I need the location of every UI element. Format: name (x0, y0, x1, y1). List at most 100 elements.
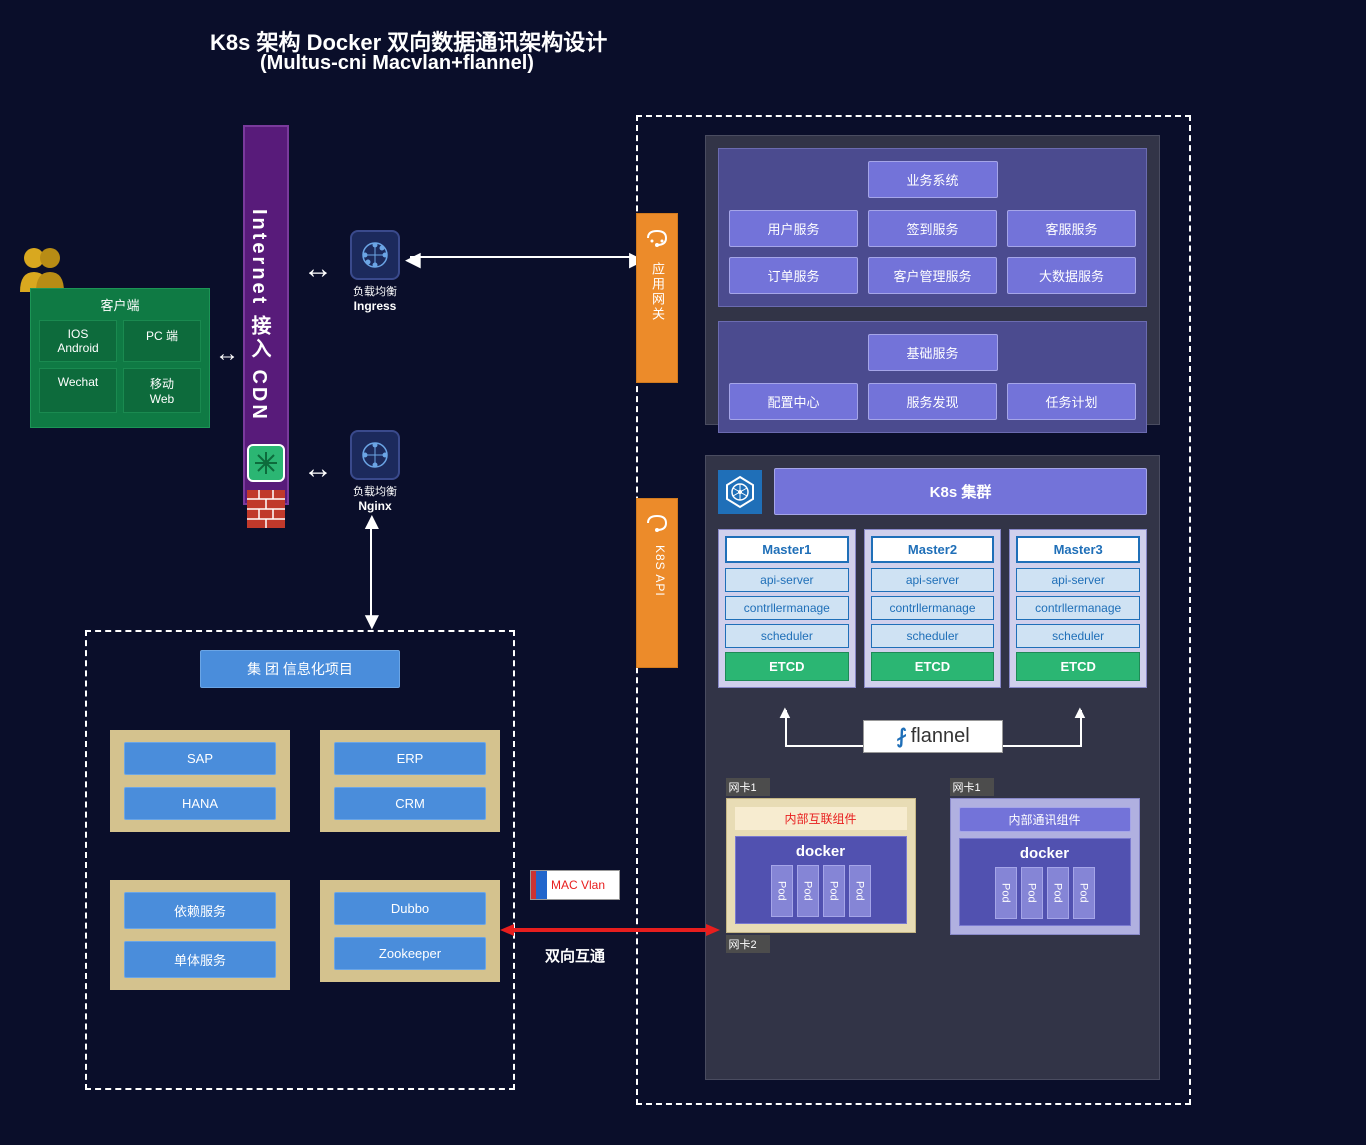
internal-comm: 内部通讯组件 (959, 807, 1131, 832)
pod: Pod (823, 865, 845, 917)
flannel-icon: ⨏ (896, 724, 906, 749)
pod: Pod (1021, 867, 1043, 919)
base-item: 配置中心 (729, 383, 858, 420)
info-col1-top: SAP HANA (110, 730, 290, 832)
pod: Pod (849, 865, 871, 917)
bidirectional-label: 双向互通 (545, 945, 605, 966)
client-item-ios: IOS Android (39, 320, 117, 362)
firewall-icon (247, 490, 285, 528)
client-item-pc: PC 端 (123, 320, 201, 362)
docker-right-wrap: 网卡1 内部通讯组件 docker Pod Pod Pod Pod (950, 778, 1140, 953)
k8s-cluster-panel: K8s 集群 Master1 api-server contrllermanag… (705, 455, 1160, 1080)
masters-grid: Master1 api-server contrllermanage sched… (718, 529, 1147, 688)
master1-name: Master1 (725, 536, 849, 563)
info-col2-bot: Dubbo Zookeeper (320, 880, 500, 982)
gateway-label: 应用网关 (647, 262, 667, 322)
arrhead-u1: ▲ (360, 508, 384, 536)
master2-c0: api-server (871, 568, 995, 592)
macvlan-box: MAC Vlan (530, 870, 620, 900)
k8s-cluster-header: K8s 集群 (774, 468, 1147, 515)
lb-nginx-label1: 负载均衡 (345, 483, 405, 499)
master1-c1: contrllermanage (725, 596, 849, 620)
master2-etcd: ETCD (871, 652, 995, 681)
macvlan-label: MAC Vlan (547, 878, 605, 892)
base-item: 任务计划 (1007, 383, 1136, 420)
master1-etcd: ETCD (725, 652, 849, 681)
master3-box: Master3 api-server contrllermanage sched… (1009, 529, 1147, 688)
pod: Pod (1047, 867, 1069, 919)
info-crm: CRM (334, 787, 486, 820)
info-zk: Zookeeper (334, 937, 486, 970)
nic1-label-r: 网卡1 (950, 778, 994, 796)
info-col2-top: ERP CRM (320, 730, 500, 832)
master3-etcd: ETCD (1016, 652, 1140, 681)
info-header: 集 团 信息化项目 (200, 650, 400, 688)
master3-c2: scheduler (1016, 624, 1140, 648)
flannel-label: flannel (911, 725, 970, 748)
info-mono: 单体服务 (124, 941, 276, 978)
biz-system-group: 业务系统 用户服务 签到服务 客服服务 订单服务 客户管理服务 大数据服务 (718, 148, 1147, 307)
macvlan-icon (531, 871, 547, 899)
lb-ingress: 负载均衡 Ingress (345, 230, 405, 313)
biz-item: 签到服务 (868, 210, 997, 247)
flannel-box: ⨏ flannel (863, 720, 1003, 753)
diagram-title-2: (Multus-cni Macvlan+flannel) (260, 52, 534, 75)
biz-item: 客户管理服务 (868, 257, 997, 294)
biz-item: 大数据服务 (1007, 257, 1136, 294)
lb-ingress-label2: Ingress (345, 299, 405, 313)
arrow-ingress-gateway-line (410, 256, 635, 258)
docker-left-wrap: 网卡1 内部互联组件 docker Pod Pod Pod Pod 网卡2 (726, 778, 916, 953)
master1-box: Master1 api-server contrllermanage sched… (718, 529, 856, 688)
arrow-internet-nginx: ↔ (303, 452, 333, 486)
info-project-box (85, 630, 515, 1090)
docker-label-r: docker (966, 845, 1124, 862)
info-sap: SAP (124, 742, 276, 775)
base-header: 基础服务 (868, 334, 998, 371)
master3-c1: contrllermanage (1016, 596, 1140, 620)
k8s-api-bar: K8S API (636, 498, 678, 668)
master3-c0: api-server (1016, 568, 1140, 592)
biz-item: 订单服务 (729, 257, 858, 294)
master3-name: Master3 (1016, 536, 1140, 563)
master2-name: Master2 (871, 536, 995, 563)
nic1-label-l: 网卡1 (726, 778, 770, 796)
lb-nginx: 负载均衡 Nginx (345, 430, 405, 513)
info-hana: HANA (124, 787, 276, 820)
arrow-client-internet: ↔ (215, 340, 239, 368)
internal-comm-red: 内部互联组件 (735, 807, 907, 830)
pod: Pod (995, 867, 1017, 919)
pod: Pod (1073, 867, 1095, 919)
arrhead-flannel-r: ▲ (1071, 702, 1089, 723)
base-service-group: 基础服务 配置中心 服务发现 任务计划 (718, 321, 1147, 433)
master1-c2: scheduler (725, 624, 849, 648)
info-dep: 依赖服务 (124, 892, 276, 929)
k8s-api-label: K8S API (647, 545, 667, 597)
info-col1-bot: 依赖服务 单体服务 (110, 880, 290, 990)
client-title: 客户端 (31, 289, 209, 320)
nic2-label: 网卡2 (726, 935, 770, 953)
lb-ingress-label1: 负载均衡 (345, 283, 405, 299)
info-dubbo: Dubbo (334, 892, 486, 925)
biz-panel: 业务系统 用户服务 签到服务 客服服务 订单服务 客户管理服务 大数据服务 基础… (705, 135, 1160, 425)
red-arrow (500, 920, 720, 940)
arrow-internet-ingress: ↔ (303, 252, 333, 286)
info-erp: ERP (334, 742, 486, 775)
router-icon (247, 444, 285, 482)
arrhead-flannel-l: ▲ (776, 702, 794, 723)
master2-c2: scheduler (871, 624, 995, 648)
biz-item: 用户服务 (729, 210, 858, 247)
client-item-web: 移动 Web (123, 368, 201, 413)
pod: Pod (797, 865, 819, 917)
biz-item: 客服服务 (1007, 210, 1136, 247)
docker-label-l: docker (742, 843, 900, 860)
master2-box: Master2 api-server contrllermanage sched… (864, 529, 1002, 688)
master2-c1: contrllermanage (871, 596, 995, 620)
k8s-logo-icon (718, 470, 762, 514)
client-item-wechat: Wechat (39, 368, 117, 413)
pod: Pod (771, 865, 793, 917)
client-panel: 客户端 IOS Android PC 端 Wechat 移动 Web (30, 288, 210, 428)
gateway-bar: 应用网关 (636, 213, 678, 383)
master1-c0: api-server (725, 568, 849, 592)
biz-header: 业务系统 (868, 161, 998, 198)
base-item: 服务发现 (868, 383, 997, 420)
